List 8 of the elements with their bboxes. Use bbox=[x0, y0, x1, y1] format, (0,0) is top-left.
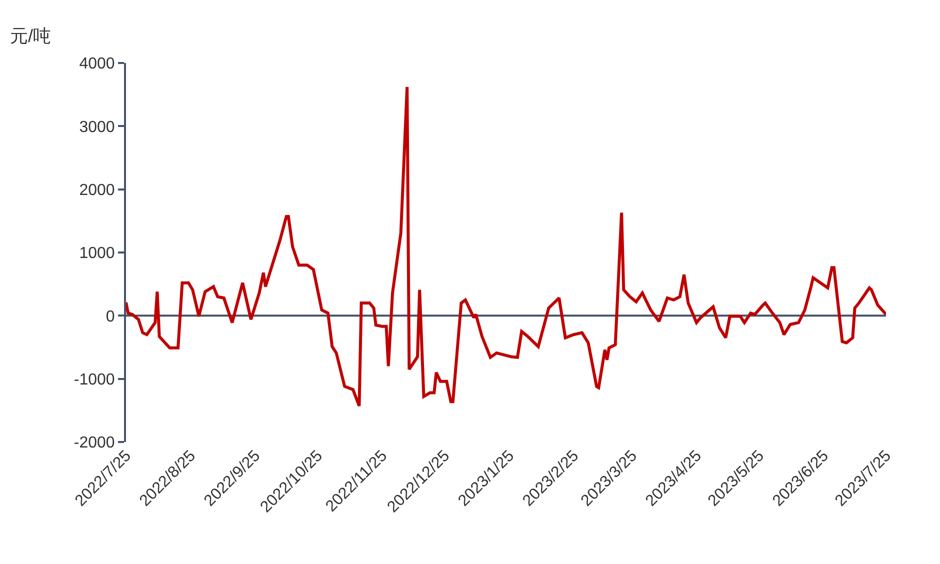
y-tick-label: 0 bbox=[106, 308, 115, 326]
y-tick-label: 3000 bbox=[79, 118, 115, 136]
y-tick-label: 4000 bbox=[79, 56, 115, 73]
y-tick-label: 1000 bbox=[79, 245, 115, 262]
y-tick-label: -1000 bbox=[74, 371, 115, 388]
y-tick-label: 2000 bbox=[79, 182, 115, 199]
y-axis-title: 元/吨 bbox=[10, 26, 52, 46]
y-tick-label: -2000 bbox=[74, 434, 115, 452]
